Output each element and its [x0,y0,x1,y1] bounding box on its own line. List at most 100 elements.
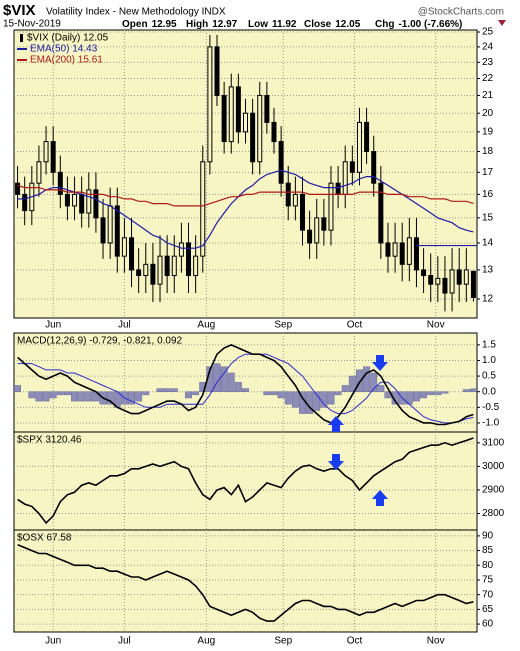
quote-value: 11.92 [272,19,297,30]
quote-value: 12.95 [152,19,177,30]
arrow-up [328,416,344,432]
candle-body [456,269,462,285]
x-tick-label: Sep [274,320,292,331]
candle-body [79,193,85,214]
quote-value: -1.00 (-7.66%) [398,19,462,30]
histogram-bar [420,391,428,399]
panel-title: $SPX 3120.46 [17,435,82,446]
candle-body [421,269,427,277]
histogram-bar [263,391,271,396]
y-tick-label: 25 [482,27,494,38]
histogram-bar [334,391,342,396]
candle-body [72,193,78,207]
histogram-bar [156,388,164,392]
histogram-bar [348,375,356,392]
histogram-bar [377,385,385,392]
candle-body [114,205,120,257]
y-tick-label: 21 [482,90,494,101]
quote-value: 12.97 [212,19,237,30]
legend-label: EMA(50) 14.43 [30,44,98,55]
candle-body [178,242,184,257]
quote: Open 12.95 High 12.97 Low 11.92 Close 12.05 Chg -… [122,19,462,30]
histogram-bar [163,388,171,392]
y-tick-label: 1.0 [482,355,496,366]
y-tick-label: 70 [482,589,494,600]
candle-body [385,242,391,257]
histogram-bar [391,391,399,405]
y-tick-label: 19 [482,127,494,138]
candle-body [271,121,277,143]
panel [13,529,478,633]
y-tick-label: 16 [482,189,494,200]
histogram-bar [142,391,150,396]
subtitle: Volatility Index - New Methodology INDX [46,7,226,18]
candle-body [107,205,113,244]
histogram-bar [14,385,22,392]
candle-body [470,270,476,299]
price-line [17,543,474,622]
x-tick-label: Jul [118,636,131,647]
histogram-bar [327,391,335,405]
candle-body [171,255,177,277]
candle-body [235,86,241,133]
x-tick-label: Aug [197,320,215,331]
quote-item: Open 12.95 [122,19,177,30]
panel [13,431,478,531]
histogram-bar [192,391,200,396]
arrow-down [328,454,344,470]
arrow-down [372,355,388,371]
histogram-bar [356,369,363,392]
histogram-bar [227,372,235,392]
histogram-bar [434,391,442,396]
y-tick-label: 12 [482,294,494,305]
y-tick-label: 90 [482,531,494,542]
source: @StockCharts.com [418,7,504,18]
candle-body [36,161,42,184]
x-tick-label: Jun [45,636,61,647]
annotations [328,355,388,506]
candle-body [335,182,341,195]
quote-item: Close 12.05 [304,19,361,30]
signal-line [17,353,474,424]
quote-item: High 12.97 [186,19,238,30]
candle-body [221,94,227,143]
histogram-bar [320,391,328,408]
candle-body [22,193,28,212]
histogram-bar [270,391,278,396]
panel-title: MACD(12,26,9) -0.729, -0.821, 0.092 [17,336,183,347]
histogram-bar [462,389,470,392]
candle-body [428,275,434,285]
x-tick-label: Jun [45,320,61,331]
candle-body [200,161,206,257]
histogram-bar [341,385,349,392]
histogram-bar [199,382,207,392]
y-tick-label: 0.5 [482,371,496,382]
candle-body [15,182,21,195]
panel [13,332,478,433]
histogram-bar [56,391,64,396]
histogram-bar [441,391,449,394]
quote-item: Low 11.92 [248,19,297,30]
x-tick-label: Oct [347,320,363,331]
candle-body [121,237,127,257]
candle-body [406,237,412,265]
candle-body [93,189,99,219]
y-tick-label: 60 [482,619,494,630]
y-tick-label: 23 [482,57,494,68]
x-tick-label: Nov [427,636,445,647]
candle-body [143,263,149,277]
x-tick-label: Oct [347,636,363,647]
y-tick-label: 20 [482,108,494,119]
candle-body [364,121,370,153]
y-tick-label: 13 [482,265,494,276]
macd-line [17,344,474,426]
candle-body [157,255,163,285]
histogram-bar [234,382,242,392]
candle-body [349,161,355,173]
candle-body [57,171,63,195]
candle-body [243,112,248,133]
histogram-bar [242,388,249,392]
y-tick-label: 1.5 [482,340,496,351]
histogram-bar [213,363,221,392]
